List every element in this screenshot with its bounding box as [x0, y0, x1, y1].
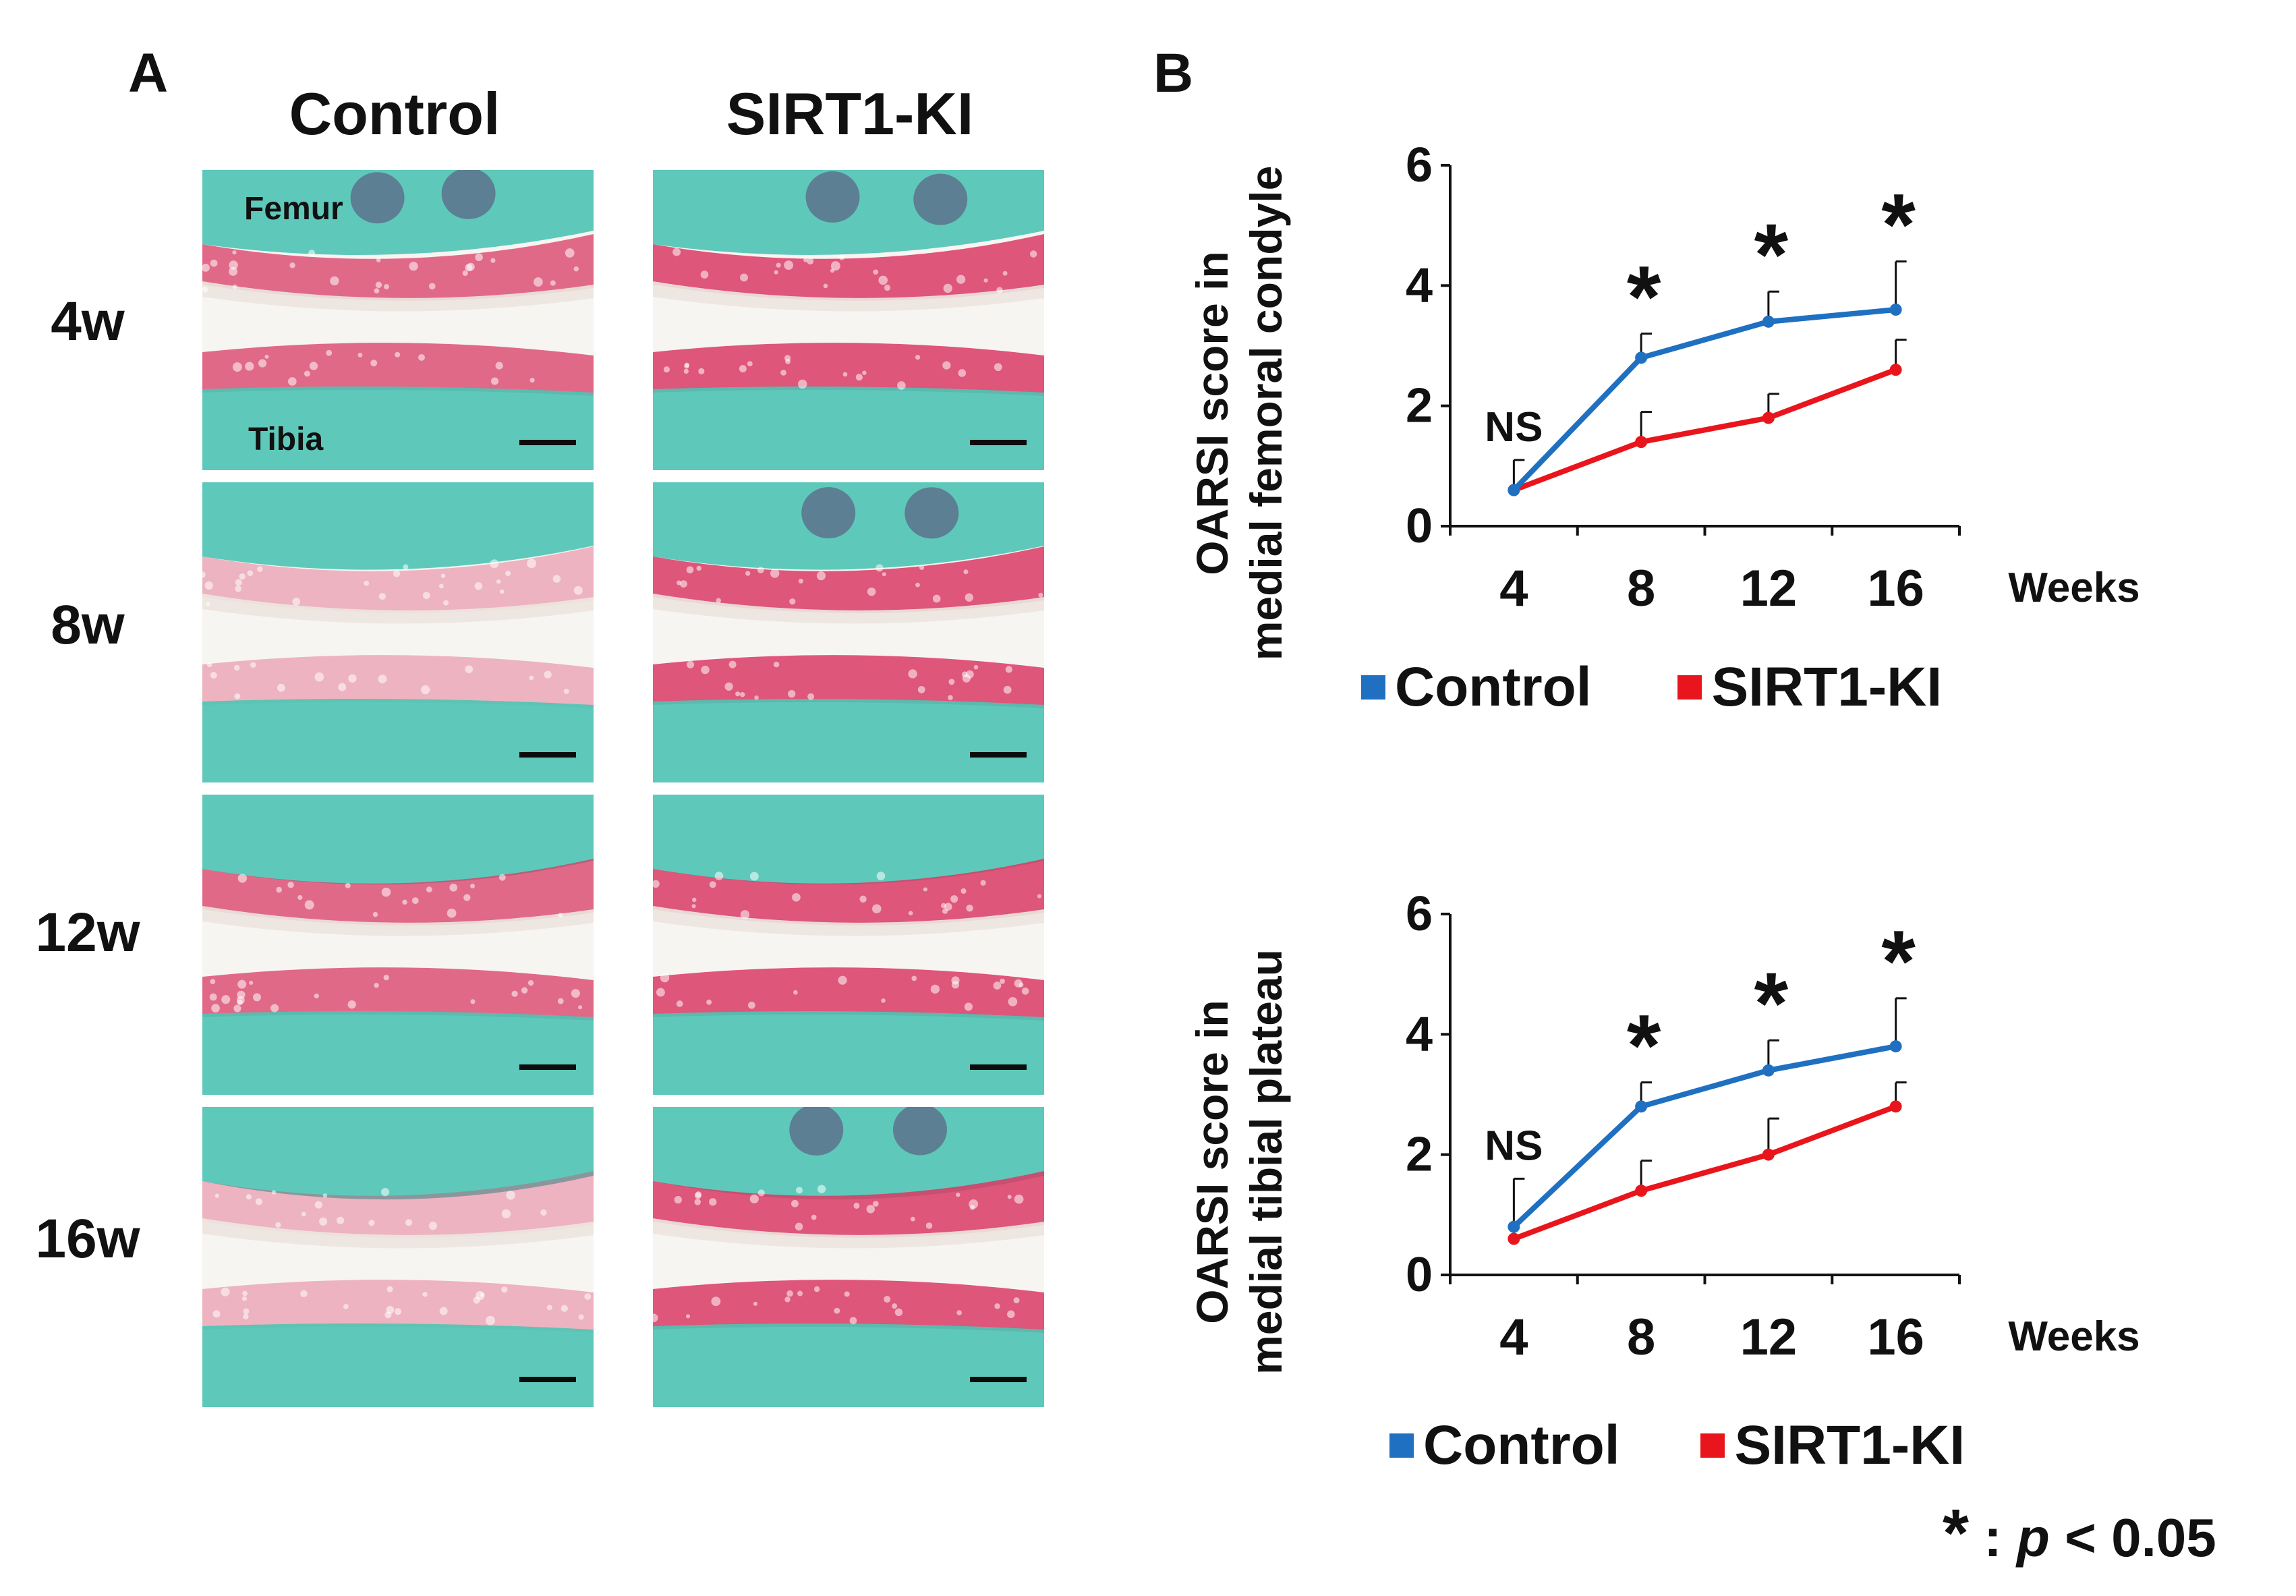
data-point-sirt1-ki: [1889, 1100, 1902, 1113]
annotation-ns: NS: [1485, 404, 1543, 451]
footnote-colon: :: [1984, 1508, 2002, 1568]
scale-bar: [519, 1377, 576, 1382]
scale-bar: [519, 440, 576, 445]
y-tick-label: 2: [1406, 379, 1433, 433]
data-point-sirt1-ki: [1762, 411, 1775, 424]
legend-entry-control: Control: [1389, 1414, 1619, 1477]
data-point-control: [1889, 304, 1902, 316]
row-label-8w: 8w: [51, 594, 125, 656]
x-axis-label: Weeks: [2008, 1313, 2140, 1360]
histology-image-control-8w: [202, 482, 594, 782]
x-tick-label: 4: [1499, 1309, 1528, 1366]
significance-footnote: * : p < 0.05: [1943, 1495, 2216, 1572]
y-axis-label-line2: medial femoral condyle: [1241, 166, 1291, 661]
annotation-asterisk: *: [1754, 954, 1789, 1052]
x-axis-label: Weeks: [2008, 565, 2140, 611]
y-axis-label-line1: OARSI score in: [1187, 1000, 1237, 1323]
footnote-p: p: [2017, 1508, 2050, 1568]
row-label-12w: 12w: [35, 902, 140, 963]
column-title-control: Control: [289, 80, 500, 147]
scale-bar: [970, 440, 1027, 445]
data-point-sirt1-ki: [1635, 436, 1648, 449]
legend-entry-control: Control: [1361, 656, 1591, 719]
data-point-sirt1-ki: [1762, 1148, 1775, 1161]
histology-image-sirt1ki-8w: [653, 482, 1044, 782]
x-tick-label: 16: [1867, 1309, 1924, 1366]
series-line-sirt1-ki: [1512, 1104, 1897, 1242]
data-point-control: [1635, 351, 1648, 364]
data-point-control: [1508, 1220, 1520, 1233]
series-line-control: [1512, 1044, 1897, 1229]
series-line-sirt1-ki: [1512, 367, 1897, 493]
data-point-control: [1762, 315, 1775, 328]
data-point-sirt1-ki: [1635, 1185, 1648, 1197]
row-label-4w: 4w: [51, 291, 125, 352]
legend-swatch-control: [1389, 1433, 1414, 1458]
y-tick-label: 4: [1406, 1007, 1433, 1061]
histology-image-control-16w: [202, 1107, 594, 1407]
x-tick-label: 8: [1627, 1309, 1655, 1366]
legend-label-sirt1ki: SIRT1-KI: [1711, 656, 1943, 718]
histology-image-sirt1ki-12w: [653, 795, 1044, 1095]
y-tick-label: 2: [1406, 1128, 1433, 1182]
annotation-asterisk: *: [1881, 912, 1916, 1010]
legend-entry-sirt1ki: SIRT1-KI: [1677, 656, 1942, 719]
data-point-sirt1-ki: [1889, 364, 1902, 376]
y-tick-label: 6: [1406, 887, 1433, 941]
x-tick-label: 8: [1627, 560, 1655, 617]
legend-swatch-sirt1ki: [1677, 675, 1702, 700]
histology-image-control-12w: [202, 795, 594, 1095]
y-tick-label: 0: [1406, 499, 1433, 553]
tibia-label: Tibia: [248, 422, 324, 457]
y-tick-label: 6: [1406, 138, 1433, 192]
scale-bar: [519, 752, 576, 758]
chart-tibial-plateau: 0 2 4 6 4 8 12 16 Weeks OARSI score in medial tibi…: [1187, 887, 2140, 1375]
panel-a-letter: A: [128, 42, 169, 104]
row-label-16w: 16w: [35, 1208, 140, 1270]
legend-bottom: Control SIRT1-KI: [1389, 1414, 1965, 1477]
y-axis-label-line1: OARSI score in: [1187, 251, 1237, 575]
annotation-asterisk: *: [1627, 248, 1661, 346]
legend-label-control: Control: [1423, 1415, 1620, 1476]
legend-label-sirt1ki: SIRT1-KI: [1734, 1415, 1965, 1476]
y-tick-label: 4: [1406, 258, 1433, 312]
annotation-ns: NS: [1485, 1122, 1543, 1169]
scale-bar: [970, 1377, 1027, 1382]
x-tick-label: 16: [1867, 560, 1924, 617]
annotation-asterisk: *: [1627, 996, 1661, 1095]
histology-image-sirt1ki-16w: [653, 1107, 1044, 1407]
scale-bar: [970, 752, 1027, 758]
data-point-sirt1-ki: [1508, 1232, 1520, 1245]
x-tick-label: 12: [1740, 1309, 1798, 1366]
data-point-control: [1635, 1100, 1648, 1113]
x-tick-label: 12: [1740, 560, 1798, 617]
y-tick-label: 0: [1406, 1248, 1433, 1302]
footnote-threshold: < 0.05: [2065, 1508, 2216, 1568]
y-axis-label-line2: medial tibial plateau: [1241, 949, 1291, 1375]
femur-label: Femur: [244, 191, 343, 227]
annotation-asterisk: *: [1881, 175, 1916, 274]
annotation-asterisk: *: [1754, 205, 1789, 304]
legend-top: Control SIRT1-KI: [1361, 656, 1942, 719]
histology-image-control-4w: [202, 170, 594, 470]
series-line-control: [1512, 307, 1897, 492]
chart-femoral-condyle: 0 2 4 6 4 8 12 16 Weeks OARSI score in medial femo…: [1187, 138, 2140, 661]
histology-image-sirt1ki-4w: [653, 170, 1044, 470]
scale-bar: [519, 1064, 576, 1070]
legend-entry-sirt1ki: SIRT1-KI: [1700, 1414, 1965, 1477]
legend-swatch-sirt1ki: [1700, 1433, 1725, 1458]
footnote-asterisk: *: [1943, 1495, 1969, 1571]
column-title-sirt1ki: SIRT1-KI: [726, 80, 974, 147]
data-point-control: [1889, 1040, 1902, 1053]
panel-b-letter: B: [1153, 42, 1194, 104]
legend-label-control: Control: [1395, 656, 1592, 718]
scale-bar: [970, 1064, 1027, 1070]
legend-swatch-control: [1361, 675, 1385, 700]
data-point-control: [1762, 1064, 1775, 1077]
x-tick-label: 4: [1499, 560, 1528, 617]
data-point-control: [1508, 484, 1520, 496]
